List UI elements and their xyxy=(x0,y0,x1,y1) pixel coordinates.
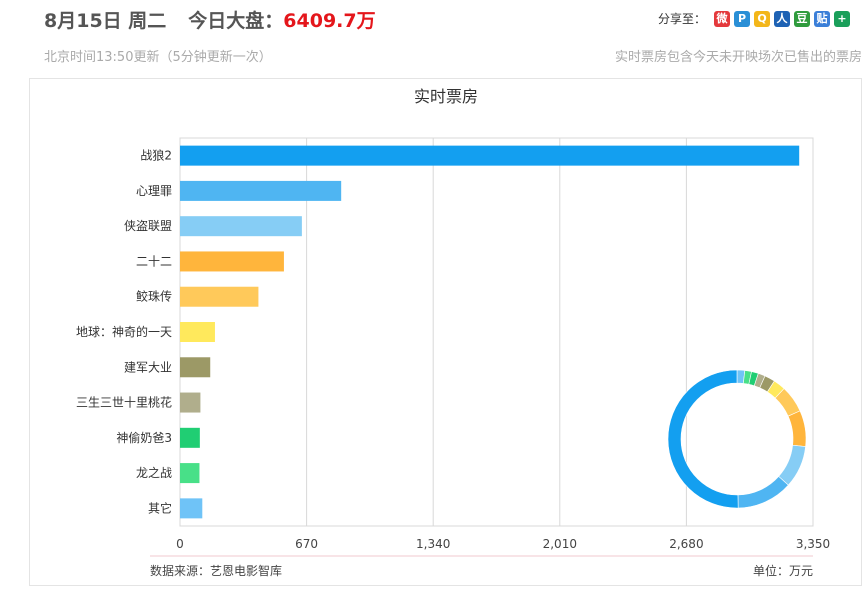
tieba-icon[interactable]: 贴 xyxy=(814,10,831,27)
category-labels: 战狼2 心理罪侠盗联盟二十二鲛珠传地球：神奇的一天建军大业三生三世十里桃花神偷奶爸… xyxy=(76,148,172,516)
bar[interactable] xyxy=(180,251,284,272)
donut-slice[interactable] xyxy=(787,410,807,447)
share-label: 分享至： xyxy=(658,12,707,26)
category-label: 侠盗联盟 xyxy=(124,218,172,233)
update-time: 北京时间13:50更新（5分钟更新一次） xyxy=(44,50,272,65)
bar[interactable] xyxy=(180,463,200,484)
renren-icon[interactable]: 人 xyxy=(774,10,791,27)
header: 8月15日 周二 今日大盘：6409.7万 分享至： 微 P Q 人豆贴 + 北京时间13… xyxy=(0,0,864,72)
douban-icon[interactable]: 豆 xyxy=(794,10,811,27)
category-label: 神偷奶爸3 xyxy=(116,430,172,445)
x-tick-label: 2,680 xyxy=(669,537,703,551)
x-tick-label: 3,350 xyxy=(796,537,830,551)
category-label: 心理罪 xyxy=(136,184,172,198)
page-title: 8月15日 周二 今日大盘：6409.7万 xyxy=(44,6,376,33)
category-label: 龙之战 xyxy=(136,466,172,480)
share-donut xyxy=(667,369,807,509)
bar[interactable] xyxy=(180,392,201,413)
bar[interactable] xyxy=(180,286,259,307)
total-box-office: 6409.7万 xyxy=(283,10,376,32)
bar[interactable] xyxy=(180,322,215,342)
share-icons: 微 P Q 人豆贴 + xyxy=(710,10,851,27)
x-tick-label: 2,010 xyxy=(543,537,577,551)
bar[interactable] xyxy=(180,357,211,378)
bar[interactable] xyxy=(180,498,203,519)
donut-slice[interactable] xyxy=(667,369,739,509)
bar[interactable] xyxy=(180,145,800,166)
unit-label: 单位：万元 xyxy=(753,563,813,578)
donut-slice[interactable] xyxy=(778,444,806,486)
category-label: 鲛珠传 xyxy=(136,289,172,304)
date-label: 8月15日 周二 xyxy=(44,10,167,32)
chart-title: 实时票房 xyxy=(414,87,478,106)
data-source: 数据来源：艺恩电影智库 xyxy=(150,563,282,578)
category-label: 战狼2 xyxy=(140,148,172,163)
tencent-weibo-icon[interactable]: P xyxy=(734,10,751,27)
box-office-chart: 实时票房 战狼2 心理罪侠盗联盟二十二鲛珠传地球：神奇的一天建军大业三生三世十里桃… xyxy=(76,87,830,578)
category-label: 其它 xyxy=(148,500,172,515)
x-tick-labels: 0 670 1,340 2,010 2,680 3,350 xyxy=(176,537,830,551)
bar[interactable] xyxy=(180,180,342,201)
total-label: 今日大盘： xyxy=(188,10,284,32)
category-label: 建军大业 xyxy=(124,360,172,374)
bar[interactable] xyxy=(180,427,200,448)
donut-slice[interactable] xyxy=(737,475,789,509)
bars xyxy=(180,145,800,519)
grid-lines xyxy=(306,138,687,526)
qzone-icon[interactable]: Q xyxy=(754,10,771,27)
chart-container: 实时票房 战狼2 心理罪侠盗联盟二十二鲛珠传地球：神奇的一天建军大业三生三世十里桃… xyxy=(29,78,862,586)
bar[interactable] xyxy=(180,216,302,237)
x-tick-label: 0 xyxy=(176,537,184,551)
x-tick-label: 670 xyxy=(295,537,318,551)
category-label: 三生三世十里桃花 xyxy=(76,395,172,410)
weibo-icon[interactable]: 微 xyxy=(714,10,731,27)
share-bar: 分享至： 微 P Q 人豆贴 + xyxy=(658,10,851,27)
category-label: 二十二 xyxy=(136,254,172,268)
box-office-note: 实时票房包含今天未开映场次已售出的票房 xyxy=(614,50,862,65)
category-label: 地球：神奇的一天 xyxy=(76,324,172,339)
x-tick-label: 1,340 xyxy=(416,537,450,551)
more-icon[interactable]: + xyxy=(834,10,851,27)
